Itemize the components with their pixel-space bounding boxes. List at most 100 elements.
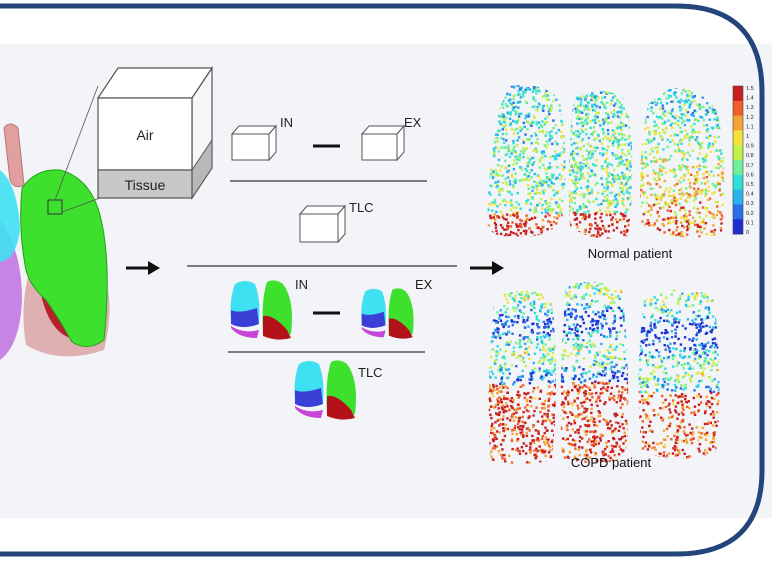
map-voxel	[600, 439, 602, 441]
map-voxel	[670, 195, 672, 197]
map-voxel	[518, 396, 520, 398]
map-voxel	[695, 181, 697, 183]
map-voxel	[501, 189, 503, 191]
map-voxel	[601, 232, 603, 234]
map-voxel	[647, 448, 649, 450]
map-voxel	[522, 384, 524, 386]
map-voxel	[500, 320, 502, 322]
map-voxel	[580, 172, 582, 174]
map-voxel	[675, 96, 677, 98]
map-voxel	[588, 214, 590, 216]
map-voxel	[553, 216, 555, 218]
map-voxel	[539, 398, 541, 400]
map-voxel	[501, 356, 503, 358]
map-voxel	[706, 233, 708, 235]
map-voxel	[620, 358, 622, 360]
map-voxel	[498, 414, 500, 416]
map-voxel	[599, 415, 601, 417]
map-voxel	[699, 201, 701, 203]
map-voxel	[503, 454, 505, 456]
map-voxel	[695, 178, 697, 180]
map-voxel	[683, 430, 685, 432]
map-voxel	[693, 397, 695, 399]
map-voxel	[505, 139, 507, 141]
map-voxel	[700, 432, 702, 434]
map-voxel	[711, 127, 713, 129]
map-voxel	[594, 115, 596, 117]
map-voxel	[493, 216, 495, 218]
map-voxel	[597, 232, 599, 234]
map-voxel	[681, 187, 683, 189]
map-voxel	[488, 203, 490, 205]
map-voxel	[552, 380, 554, 382]
map-voxel	[609, 181, 611, 183]
map-voxel	[531, 157, 533, 159]
map-voxel	[505, 424, 507, 426]
map-voxel	[527, 120, 529, 122]
map-voxel	[668, 158, 670, 160]
map-voxel	[515, 207, 517, 209]
map-voxel	[582, 339, 584, 341]
map-voxel	[499, 123, 501, 125]
map-voxel	[680, 222, 682, 224]
map-voxel	[493, 149, 495, 151]
map-voxel	[699, 216, 701, 218]
map-voxel	[584, 379, 586, 381]
map-voxel	[501, 408, 503, 410]
map-voxel	[655, 203, 657, 205]
map-voxel	[696, 174, 698, 176]
map-voxel	[624, 211, 626, 213]
map-voxel	[659, 168, 661, 170]
map-voxel	[498, 407, 500, 409]
map-voxel	[619, 426, 621, 428]
map-voxel	[591, 382, 593, 384]
map-voxel	[524, 321, 526, 323]
map-voxel	[519, 334, 521, 336]
map-voxel	[608, 175, 610, 177]
map-voxel	[627, 138, 629, 140]
map-voxel	[565, 367, 567, 369]
map-voxel	[575, 147, 577, 149]
map-voxel	[592, 324, 594, 326]
map-voxel	[583, 357, 585, 359]
map-voxel	[617, 146, 619, 148]
map-voxel	[609, 140, 611, 142]
map-voxel	[563, 406, 565, 408]
map-voxel	[685, 187, 687, 189]
map-voxel	[596, 225, 598, 227]
map-voxel	[702, 173, 704, 175]
map-voxel	[699, 152, 701, 154]
map-voxel	[585, 206, 587, 208]
map-voxel	[612, 349, 614, 351]
map-voxel	[611, 448, 613, 450]
map-voxel	[672, 399, 674, 401]
map-voxel	[511, 429, 513, 431]
map-voxel	[648, 133, 650, 135]
map-voxel	[531, 186, 533, 188]
map-voxel	[543, 370, 545, 372]
map-voxel	[526, 461, 528, 463]
map-voxel	[519, 453, 521, 455]
map-voxel	[538, 326, 540, 328]
map-voxel	[540, 375, 542, 377]
map-voxel	[518, 101, 520, 103]
map-voxel	[511, 105, 513, 107]
map-voxel	[535, 223, 537, 225]
map-voxel	[548, 178, 550, 180]
map-voxel	[618, 371, 620, 373]
map-voxel	[688, 226, 690, 228]
map-voxel	[517, 379, 519, 381]
map-voxel	[697, 208, 699, 210]
map-voxel	[539, 360, 541, 362]
map-voxel	[561, 386, 563, 388]
map-voxel	[644, 128, 646, 130]
map-voxel	[613, 366, 615, 368]
map-voxel	[511, 433, 513, 435]
map-voxel	[498, 174, 500, 176]
map-voxel	[658, 143, 660, 145]
map-voxel	[559, 178, 561, 180]
map-voxel	[509, 295, 511, 297]
map-voxel	[567, 403, 569, 405]
map-voxel	[546, 314, 548, 316]
map-voxel	[624, 225, 626, 227]
